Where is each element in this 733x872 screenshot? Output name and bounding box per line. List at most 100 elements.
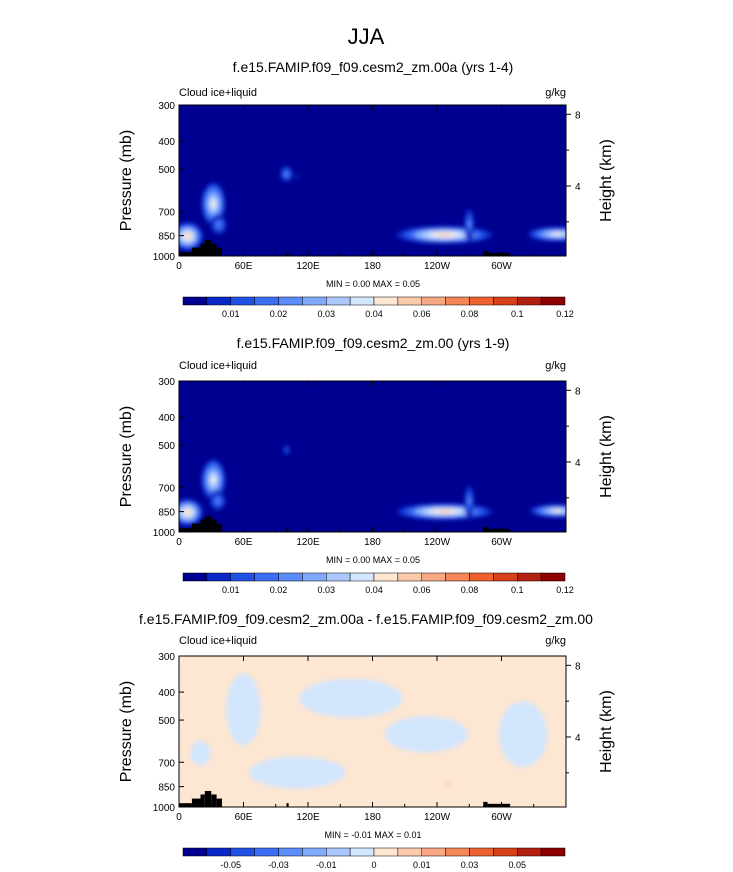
colorbar-swatch (540, 847, 566, 857)
contour-layer (179, 165, 566, 251)
y-tick-label: 300 (158, 652, 175, 663)
colorbar-label: 0.08 (461, 309, 479, 319)
field-label: Cloud ice+liquid (179, 87, 257, 99)
y-tick-label: 1000 (153, 528, 176, 539)
y-axis: 300 400 500 700 850 1000 (153, 652, 184, 814)
topography-block (211, 794, 217, 807)
contour-band (285, 448, 288, 452)
colorbar: -0.05 -0.03 -0.01 0 0.01 0.03 0.05 (182, 847, 566, 870)
units-label: g/kg (545, 635, 566, 647)
topography-block (179, 803, 192, 807)
topography-block (179, 252, 192, 256)
topography-block (487, 252, 511, 256)
topography-block (216, 247, 222, 256)
contour-band (467, 221, 471, 227)
colorbar-label: 0.01 (222, 585, 240, 595)
colorbar-swatch (326, 572, 351, 582)
topography-block (204, 239, 212, 256)
x-tick-label: 120E (296, 812, 320, 823)
colorbar-swatch (493, 572, 518, 582)
panel-title: f.e15.FAMIP.f09_f09.cesm2_zm.00a (yrs 1-… (233, 59, 514, 75)
height-axis-label: Height (km) (598, 690, 615, 773)
contour-band (285, 172, 288, 176)
colorbar: 0.01 0.02 0.03 0.04 0.06 0.08 0.1 0.12 (182, 296, 574, 319)
plot-background (179, 381, 566, 532)
height-axis: 84 (566, 386, 581, 499)
y-tick-label: 500 (158, 716, 175, 727)
colorbar-swatch (373, 572, 399, 582)
x-tick-label: 120W (424, 261, 451, 272)
contour-band (291, 770, 304, 775)
y-axis: 300 400 500 700 850 1000 (153, 101, 184, 263)
colorbar-swatch (278, 847, 303, 857)
colorbar-swatch (373, 296, 399, 306)
colorbar-swatch (254, 572, 279, 582)
colorbar-label: 0.03 (317, 585, 335, 595)
colorbar-label: 0.1 (511, 585, 524, 595)
x-tick-label: 180 (364, 812, 381, 823)
x-tick-label: 60E (235, 261, 253, 272)
topography-block (211, 243, 217, 256)
contour-band (553, 232, 562, 236)
y-axis: 300 400 500 700 850 1000 (153, 377, 184, 539)
colorbar-swatch (302, 847, 327, 857)
height-tick-label: 8 (575, 661, 581, 672)
colorbar-label: 0.02 (270, 585, 288, 595)
y-tick-label: 700 (158, 483, 175, 494)
y-tick-label: 850 (158, 783, 175, 794)
topography-block (211, 519, 217, 532)
y-tick-label: 300 (158, 377, 175, 388)
y-tick-label: 400 (158, 413, 175, 424)
field-label: Cloud ice+liquid (179, 360, 257, 372)
colorbar-label: 0.01 (222, 309, 240, 319)
colorbar-label: 0.06 (413, 585, 431, 595)
topography-block (483, 526, 488, 532)
colorbar-swatch (302, 296, 327, 306)
colorbar-swatch (540, 572, 566, 582)
colorbar-swatch (373, 847, 399, 857)
contour-band (185, 234, 190, 239)
topography-block (200, 243, 205, 256)
y-tick-label: 300 (158, 101, 175, 112)
colorbar-swatch (326, 847, 351, 857)
height-tick-label: 4 (575, 458, 581, 469)
colorbar-swatch (254, 296, 279, 306)
panel-3: f.e15.FAMIP.f09_f09.cesm2_zm.00a - f.e15… (118, 611, 615, 870)
height-tick-label: 4 (575, 733, 581, 744)
x-axis: 0 60E 120E 180 120W 60W (176, 105, 535, 272)
colorbar-label: 0.03 (317, 309, 335, 319)
height-tick-label: 8 (575, 386, 581, 397)
colorbar-swatch (230, 847, 255, 857)
colorbar-swatch (421, 296, 446, 306)
colorbar-label: 0.06 (413, 309, 431, 319)
panel-title: f.e15.FAMIP.f09_f09.cesm2_zm.00 (yrs 1-9… (237, 335, 510, 351)
y-tick-label: 1000 (153, 803, 176, 814)
x-tick-label: 120W (424, 812, 451, 823)
colorbar-swatch (517, 572, 542, 582)
colorbar-label: 0.05 (508, 860, 526, 870)
x-tick-label: 0 (176, 537, 182, 548)
colorbar-swatch (397, 847, 422, 857)
contour-band (446, 782, 450, 786)
x-axis: 0 60E 120E 180 120W 60W (176, 381, 535, 548)
colorbar-swatch (493, 847, 518, 857)
y-tick-label: 500 (158, 165, 175, 176)
contour-band (241, 705, 246, 714)
x-tick-label: 120W (424, 537, 451, 548)
y-tick-label: 850 (158, 508, 175, 519)
y-tick-label: 500 (158, 441, 175, 452)
topography-block (200, 519, 205, 532)
contour-band (185, 510, 190, 515)
colorbar-swatch (517, 296, 542, 306)
min-max-label: MIN = -0.01 MAX = 0.01 (324, 830, 421, 840)
topography (179, 239, 511, 256)
topography-block (179, 528, 192, 532)
colorbar-label: 0.04 (365, 309, 383, 319)
topography-block (483, 801, 488, 807)
y-axis-label: Pressure (mb) (118, 681, 135, 782)
field-label: Cloud ice+liquid (179, 635, 257, 647)
colorbar-label: 0.03 (461, 860, 479, 870)
colorbar-swatch (397, 296, 422, 306)
colorbar-swatch (230, 296, 255, 306)
